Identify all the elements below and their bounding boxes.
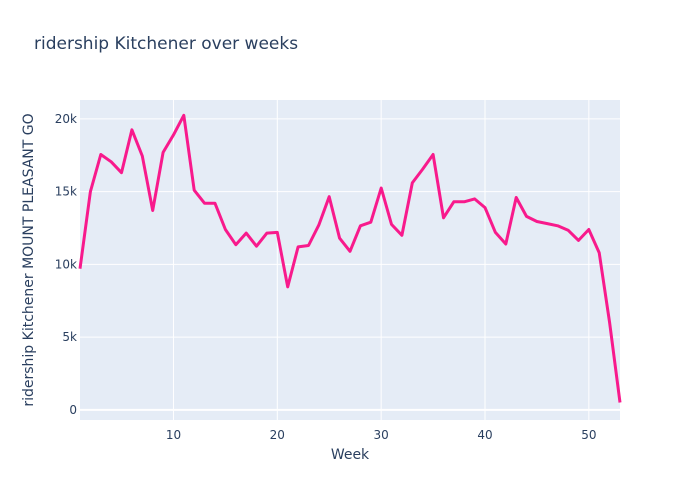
- x-tick-label: 40: [477, 428, 492, 442]
- x-tick-label: 50: [581, 428, 596, 442]
- y-tick-label: 15k: [55, 185, 77, 199]
- x-axis-label: Week: [330, 447, 370, 463]
- series-line: [78, 113, 622, 403]
- x-tick-label: 20: [270, 428, 285, 442]
- y-tick-label: 5k: [62, 330, 77, 344]
- y-tick-label: 20k: [55, 112, 77, 126]
- x-tick-label: 30: [374, 428, 389, 442]
- chart-title: ridership Kitchener over weeks: [34, 34, 299, 54]
- x-tick-label: 10: [166, 428, 181, 442]
- y-tick-label: 10k: [55, 257, 77, 271]
- plot-background: [80, 100, 620, 420]
- y-tick-label: 0: [69, 403, 77, 417]
